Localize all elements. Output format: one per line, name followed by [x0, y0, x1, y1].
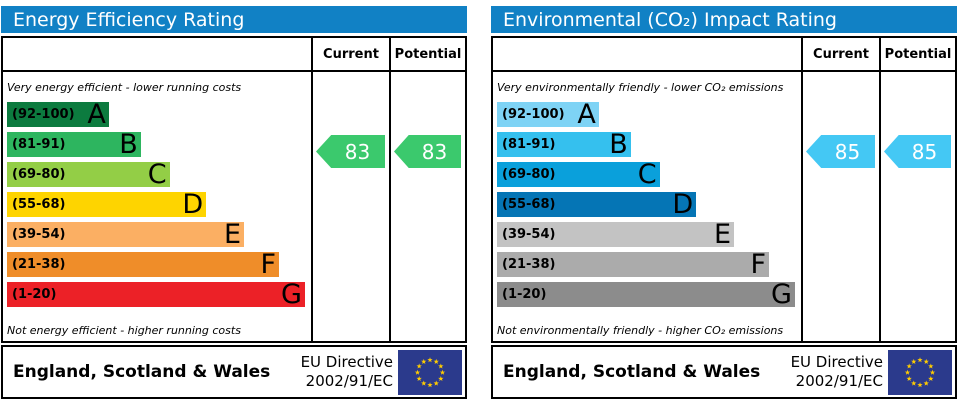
potential-rating-value: 83 — [421, 139, 448, 164]
current-rating-arrow: 85 — [806, 135, 875, 168]
current-rating-value: 85 — [834, 139, 861, 164]
band-letter: G — [280, 279, 302, 310]
band-row-g: (1-20) G — [7, 279, 305, 310]
band-row-f: (21-38) F — [7, 249, 280, 280]
band-range: (1-20) — [502, 287, 547, 302]
energy-potential-column: Potential 83 — [389, 38, 465, 341]
environmental-band-column: Very environmentally friendly - lower CO… — [493, 38, 801, 341]
band-row-d: (55-68) D — [7, 189, 207, 220]
environmental-current-column: Current 85 — [801, 38, 879, 341]
band-row-b: (81-91) B — [497, 129, 631, 160]
energy-rating-table: Very energy efficient - lower running co… — [1, 36, 467, 343]
energy-title-bar: Energy Efficiency Rating — [1, 6, 467, 33]
energy-efficiency-panel: Energy Efficiency Rating Very energy eff… — [1, 6, 467, 399]
eu-directive-label: EU Directive 2002/91/EC — [301, 353, 393, 391]
band-letter: B — [119, 129, 138, 160]
environmental-footer: England, Scotland & Wales EU Directive 2… — [491, 345, 957, 399]
band-row-b: (81-91) B — [7, 129, 141, 160]
potential-column-header: Potential — [881, 38, 955, 72]
band-row-a: (92-100) A — [497, 99, 599, 130]
band-row-g: (1-20) G — [497, 279, 795, 310]
energy-band-column: Very energy efficient - lower running co… — [3, 38, 311, 341]
band-letter: D — [182, 189, 204, 220]
potential-rating-arrow: 83 — [394, 135, 461, 168]
current-column-header: Current — [803, 38, 879, 72]
region-label: England, Scotland & Wales — [503, 362, 761, 382]
band-letter: C — [637, 159, 657, 190]
potential-column-header: Potential — [391, 38, 465, 72]
band-letter: E — [714, 219, 732, 250]
band-range: (55-68) — [12, 197, 66, 212]
band-row-c: (69-80) C — [497, 159, 660, 190]
potential-rating-arrow: 85 — [884, 135, 951, 168]
band-letter: F — [260, 249, 277, 280]
eu-directive-line1: EU Directive — [790, 353, 883, 372]
environmental-potential-column: Potential 85 — [879, 38, 955, 341]
band-row-e: (39-54) E — [497, 219, 735, 250]
band-letter: B — [609, 129, 628, 160]
region-label: England, Scotland & Wales — [13, 362, 271, 382]
band-range: (69-80) — [502, 167, 556, 182]
band-letter: G — [770, 279, 792, 310]
band-range: (81-91) — [12, 137, 66, 152]
environmental-title-bar: Environmental (CO₂) Impact Rating — [491, 6, 957, 33]
band-letter: A — [577, 99, 596, 130]
band-letter: E — [224, 219, 242, 250]
energy-current-column: Current 83 — [311, 38, 389, 341]
band-row-e: (39-54) E — [7, 219, 245, 250]
energy-header-spacer — [3, 38, 311, 72]
band-range: (55-68) — [502, 197, 556, 212]
band-range: (69-80) — [12, 167, 66, 182]
eu-directive-line2: 2002/91/EC — [305, 372, 393, 390]
band-range: (81-91) — [502, 137, 556, 152]
environmental-rating-table: Very environmentally friendly - lower CO… — [491, 36, 957, 343]
eu-directive-label: EU Directive 2002/91/EC — [791, 353, 883, 391]
potential-rating-value: 85 — [911, 139, 938, 164]
band-range: (21-38) — [12, 257, 66, 272]
current-rating-arrow: 83 — [316, 135, 385, 168]
environmental-caption-top: Very environmentally friendly - lower CO… — [497, 80, 784, 94]
environmental-panel-title: Environmental (CO₂) Impact Rating — [503, 8, 837, 31]
current-column-header: Current — [313, 38, 389, 72]
band-row-f: (21-38) F — [497, 249, 770, 280]
band-letter: A — [87, 99, 106, 130]
band-range: (39-54) — [12, 227, 66, 242]
eu-flag-icon — [888, 349, 952, 395]
band-range: (92-100) — [502, 107, 565, 122]
band-range: (21-38) — [502, 257, 556, 272]
band-row-d: (55-68) D — [497, 189, 697, 220]
environmental-header-spacer — [493, 38, 801, 72]
band-letter: F — [750, 249, 767, 280]
energy-caption-bottom: Not energy efficient - higher running co… — [7, 323, 241, 337]
band-range: (92-100) — [12, 107, 75, 122]
energy-panel-title: Energy Efficiency Rating — [13, 8, 245, 31]
band-range: (1-20) — [12, 287, 57, 302]
band-row-c: (69-80) C — [7, 159, 170, 190]
eu-directive-line1: EU Directive — [300, 353, 393, 372]
environmental-caption-bottom: Not environmentally friendly - higher CO… — [497, 323, 784, 337]
eu-flag-icon — [398, 349, 462, 395]
current-rating-value: 83 — [344, 139, 371, 164]
energy-footer: England, Scotland & Wales EU Directive 2… — [1, 345, 467, 399]
band-row-a: (92-100) A — [7, 99, 109, 130]
energy-bands: (92-100) A (81-91) B (69-80) C (55-68) D — [3, 99, 311, 312]
eu-directive-line2: 2002/91/EC — [795, 372, 883, 390]
environmental-bands: (92-100) A (81-91) B (69-80) C (55-68) D — [493, 99, 801, 312]
environmental-impact-panel: Environmental (CO₂) Impact Rating Very e… — [491, 6, 957, 399]
band-range: (39-54) — [502, 227, 556, 242]
band-letter: C — [147, 159, 167, 190]
band-letter: D — [672, 189, 694, 220]
energy-caption-top: Very energy efficient - lower running co… — [7, 80, 242, 94]
